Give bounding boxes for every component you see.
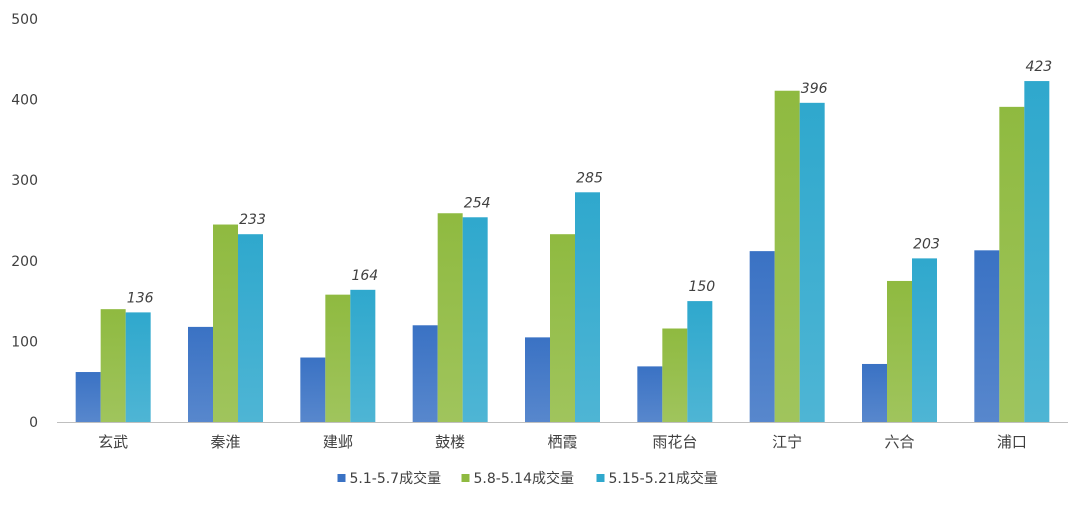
x-tick-label: 玄武 xyxy=(98,433,128,451)
y-tick-label: 300 xyxy=(11,173,38,189)
x-tick-label: 雨花台 xyxy=(652,433,697,451)
bar-3 xyxy=(1024,81,1050,422)
legend: 5.1-5.7成交量 5.8-5.14成交量 5.15-5.21成交量 xyxy=(337,470,718,487)
bar-1 xyxy=(637,366,663,422)
data-label: 136 xyxy=(127,290,154,306)
bar-2 xyxy=(662,328,688,422)
x-tick-label: 六合 xyxy=(884,433,914,451)
legend-swatch xyxy=(596,474,605,482)
bar-2 xyxy=(999,106,1025,422)
data-label: 203 xyxy=(913,236,940,252)
x-tick-label: 建邺 xyxy=(323,433,353,451)
x-tick-label: 江宁 xyxy=(772,433,802,451)
y-tick-label: 100 xyxy=(11,334,38,350)
y-axis: 0 100 200 300 400 500 xyxy=(11,12,38,431)
bar-2 xyxy=(325,294,351,422)
bar-1 xyxy=(300,357,326,422)
legend-label: 5.15-5.21成交量 xyxy=(609,470,718,487)
bar-1 xyxy=(412,325,438,422)
bar-1 xyxy=(75,372,101,422)
data-labels: 136 233 164 254 285 150 396 203 423 xyxy=(127,59,1052,306)
bar-1 xyxy=(749,251,775,422)
bar-3 xyxy=(238,234,263,422)
data-label: 164 xyxy=(351,268,378,284)
bar-1 xyxy=(188,326,213,422)
legend-swatch xyxy=(461,474,470,482)
data-label: 254 xyxy=(464,195,491,211)
y-tick-label: 500 xyxy=(11,12,38,28)
data-label: 423 xyxy=(1025,59,1052,75)
bar-3 xyxy=(462,217,488,422)
data-label: 285 xyxy=(576,170,603,186)
bar-2 xyxy=(100,309,126,422)
bar-3 xyxy=(687,301,713,422)
legend-label: 5.8-5.14成交量 xyxy=(474,470,575,487)
x-tick-label: 栖霞 xyxy=(547,433,577,451)
bar-3 xyxy=(350,289,376,422)
bar-3 xyxy=(125,312,151,422)
y-tick-label: 400 xyxy=(11,93,38,109)
bar-1 xyxy=(974,250,1000,422)
data-label: 233 xyxy=(239,212,266,228)
y-tick-label: 0 xyxy=(29,415,38,431)
bar-2 xyxy=(213,224,238,422)
bar-3 xyxy=(575,192,600,422)
bar-2 xyxy=(550,234,575,422)
x-tick-label: 秦淮 xyxy=(210,433,240,451)
bar-3 xyxy=(799,102,825,422)
bar-2 xyxy=(774,90,800,422)
y-tick-label: 200 xyxy=(11,254,38,270)
bars xyxy=(75,81,1050,422)
x-tick-label: 浦口 xyxy=(997,433,1027,451)
data-label: 396 xyxy=(801,81,828,97)
bar-1 xyxy=(862,363,887,422)
bar-2 xyxy=(887,280,912,422)
legend-swatch xyxy=(337,474,346,482)
x-axis: 玄武 秦淮 建邺 鼓楼 栖霞 雨花台 江宁 六合 浦口 xyxy=(57,422,1068,451)
x-tick-label: 鼓楼 xyxy=(435,433,465,451)
legend-label: 5.1-5.7成交量 xyxy=(350,470,442,487)
bar-2 xyxy=(437,213,463,422)
bar-1 xyxy=(525,337,550,422)
data-label: 150 xyxy=(688,279,715,295)
bar-3 xyxy=(912,258,937,422)
